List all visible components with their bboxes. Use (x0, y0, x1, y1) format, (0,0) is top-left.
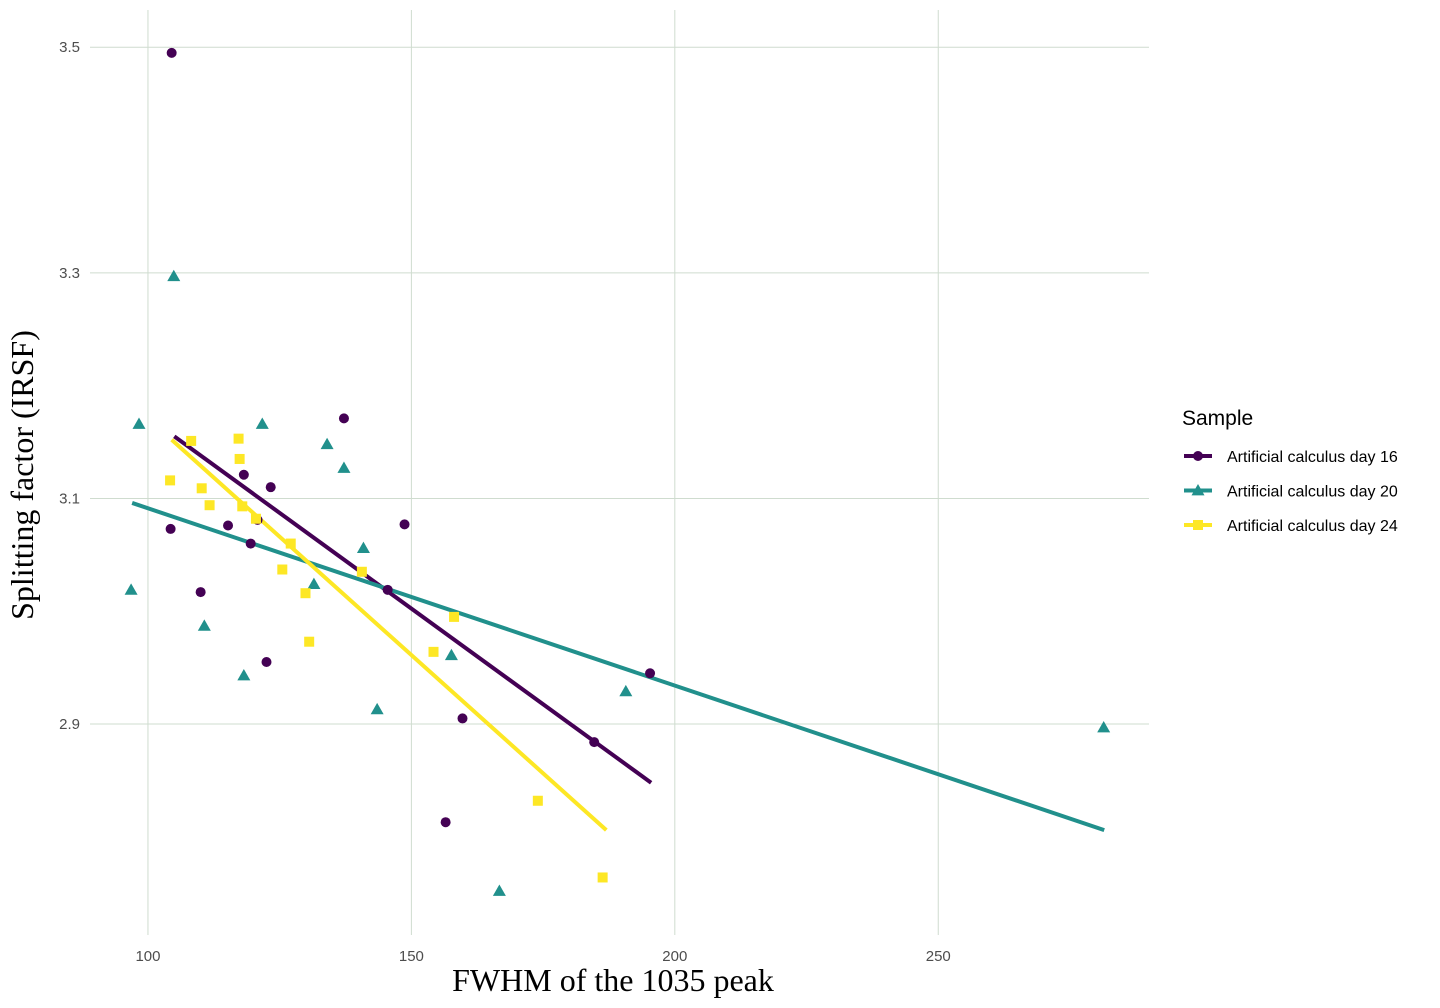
y-tick-label: 2.9 (59, 716, 80, 733)
point-square (304, 636, 315, 647)
point-triangle (444, 648, 458, 661)
legend: Sample Artificial calculus day 16Artific… (1182, 407, 1398, 535)
point-triangle (255, 417, 269, 429)
point-triangle (356, 541, 370, 553)
y-tick-label: 3.5 (59, 39, 80, 56)
point-circle (645, 668, 656, 679)
point-circle (223, 520, 234, 531)
legend-marker-square (1193, 520, 1203, 530)
point-square (277, 564, 288, 575)
point-square (532, 795, 543, 806)
legend-label: Artificial calculus day 16 (1227, 449, 1398, 466)
x-axis-title: FWHM of the 1035 peak (452, 962, 774, 998)
point-triangle (320, 437, 334, 450)
legend-item: Artificial calculus day 16 (1184, 449, 1398, 466)
point-circle (399, 519, 410, 530)
point-triangle (337, 461, 351, 473)
y-axis-title: Splitting factor (IRSF) (4, 330, 40, 620)
point-circle (238, 469, 249, 480)
point-circle (589, 737, 600, 748)
gridlines (90, 10, 1149, 935)
legend-label: Artificial calculus day 20 (1227, 484, 1398, 501)
point-square (186, 435, 197, 446)
point-square (234, 453, 245, 464)
point-triangle (237, 669, 251, 681)
point-square (285, 538, 296, 549)
point-circle (440, 817, 451, 828)
legend-title: Sample (1182, 407, 1253, 430)
point-circle (166, 47, 177, 58)
point-triangle (197, 619, 211, 631)
data-points (124, 47, 1111, 896)
point-circle (382, 584, 393, 595)
point-square (300, 588, 311, 599)
x-tick-label: 150 (399, 948, 424, 965)
point-triangle (370, 702, 384, 715)
legend-label: Artificial calculus day 24 (1227, 518, 1398, 535)
point-triangle (492, 884, 506, 896)
fit-line-circle (173, 434, 653, 785)
point-triangle (167, 269, 181, 282)
legend-item: Artificial calculus day 24 (1184, 518, 1398, 535)
legend-marker-circle (1193, 451, 1203, 461)
point-square (250, 513, 261, 524)
y-tick-label: 3.3 (59, 265, 80, 282)
point-circle (195, 587, 206, 598)
x-axis-ticks: 100 150 200 250 (135, 948, 950, 965)
point-square (237, 501, 248, 512)
point-square (428, 646, 439, 657)
point-triangle (132, 417, 146, 429)
point-triangle (307, 577, 321, 590)
regression-lines (131, 434, 1105, 832)
x-tick-label: 250 (926, 948, 951, 965)
point-square (204, 500, 215, 511)
point-circle (457, 713, 468, 724)
point-triangle (619, 684, 633, 697)
point-square (356, 566, 367, 577)
point-circle (338, 413, 349, 424)
point-square (165, 475, 176, 486)
legend-items: Artificial calculus day 16 Artificial cal… (1184, 449, 1398, 535)
point-triangle (124, 583, 138, 595)
point-circle (261, 657, 272, 668)
point-square (196, 483, 207, 494)
y-axis-ticks: 2.9 3.1 3.3 3.5 (59, 39, 80, 733)
point-square (233, 433, 244, 444)
point-square (597, 872, 608, 883)
legend-item: Artificial calculus day 20 (1184, 484, 1398, 501)
point-circle (245, 538, 256, 549)
y-tick-label: 3.1 (59, 490, 80, 507)
x-tick-label: 200 (662, 948, 687, 965)
fit-line-triangle (131, 501, 1105, 832)
point-square (449, 611, 460, 622)
x-tick-label: 100 (135, 948, 160, 965)
point-circle (165, 523, 176, 534)
point-triangle (1097, 720, 1111, 733)
legend-marker-triangle (1191, 484, 1205, 496)
point-circle (265, 482, 276, 493)
